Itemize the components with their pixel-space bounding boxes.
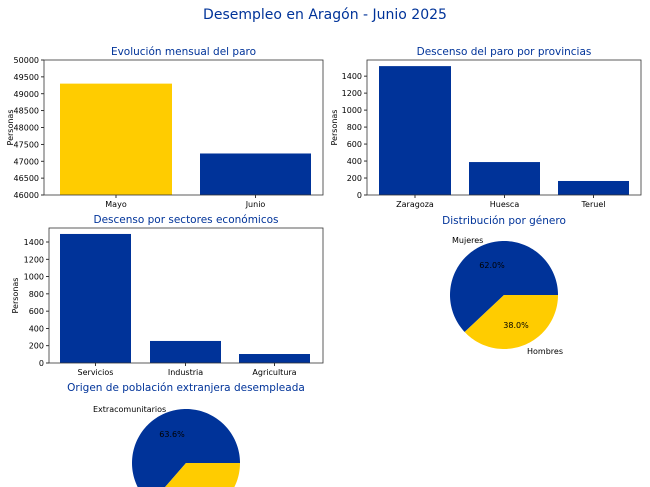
bar-huesca: [469, 162, 540, 195]
y-tick-label: 400: [29, 324, 44, 333]
y-tick-label: 50000: [14, 56, 39, 65]
y-tick-label: 400: [347, 157, 362, 166]
pie-slice: [165, 463, 240, 487]
y-tick-label: 1200: [342, 89, 362, 98]
chart-title: Origen de población extranjera desemplea…: [67, 382, 305, 394]
bar-agricultura: [239, 354, 310, 363]
axes-frame: [48, 227, 324, 364]
pie-pct-label: 62.0%: [479, 261, 505, 270]
pie-chart-1: Distribución por género Mujeres Hombres 62.…: [442, 215, 566, 356]
bar-teruel: [558, 180, 629, 195]
bar-zaragoza: [379, 66, 451, 195]
bar-servicios: [60, 233, 131, 363]
chart-title: Descenso por sectores económicos: [93, 214, 278, 226]
y-tick-label: 48000: [14, 124, 39, 133]
axes-frame: [366, 59, 642, 196]
y-tick-label: 800: [29, 290, 44, 299]
x-tick-label: Junio: [245, 200, 266, 209]
pie-pct-label: 38.0%: [503, 321, 529, 330]
y-tick-label: 1000: [24, 273, 44, 282]
pie-slice: [450, 241, 558, 332]
pie-label: Hombres: [527, 347, 563, 356]
pie-pct-label: 63.6%: [159, 430, 185, 439]
bar-chart-2: Descenso del paro por provincias Zaragoza…: [330, 46, 642, 209]
bar-junio: [200, 153, 311, 195]
pie-slice: [464, 295, 558, 349]
y-tick-label: 46500: [14, 174, 39, 183]
x-tick-label: Mayo: [105, 200, 127, 209]
y-tick-label: 200: [29, 342, 44, 351]
y-tick-label: 46000: [14, 191, 39, 200]
y-tick-label: 200: [347, 174, 362, 183]
y-tick-label: 48500: [14, 107, 39, 116]
y-tick-label: 800: [347, 123, 362, 132]
x-tick-label: Teruel: [581, 200, 606, 209]
y-tick-label: 0: [39, 359, 44, 368]
y-tick-label: 47000: [14, 157, 39, 166]
y-tick-label: 1400: [24, 238, 44, 247]
x-tick-label: Zaragoza: [396, 200, 434, 209]
y-tick-label: 1400: [342, 72, 362, 81]
bar-chart-1: Evolución mensual del paro Mayo Junio 46000…: [6, 46, 324, 209]
figure-title: Desempleo en Aragón - Junio 2025: [203, 7, 447, 23]
y-tick-label: 1000: [342, 106, 362, 115]
y-axis-label: Personas: [6, 110, 15, 146]
chart-title: Distribución por género: [442, 215, 566, 227]
y-axis-label: Personas: [330, 110, 339, 146]
x-tick-label: Agricultura: [252, 368, 296, 377]
y-tick-label: 47500: [14, 140, 39, 149]
pie-label: Extracomunitarios: [93, 405, 166, 414]
chart-title: Evolución mensual del paro: [111, 46, 256, 58]
y-tick-label: 600: [347, 140, 362, 149]
bar-mayo: [60, 83, 172, 195]
x-tick-label: Servicios: [78, 368, 114, 377]
x-tick-label: Huesca: [490, 200, 520, 209]
pie-slice: [132, 409, 240, 487]
bar-industria: [150, 340, 221, 363]
y-tick-label: 600: [29, 307, 44, 316]
y-tick-label: 49500: [14, 73, 39, 82]
bar-chart-3: Descenso por sectores económicos Servicio…: [11, 214, 324, 377]
x-tick-label: Industria: [168, 368, 203, 377]
pie-label: Mujeres: [452, 236, 483, 245]
y-tick-label: 1200: [24, 255, 44, 264]
y-tick-label: 49000: [14, 90, 39, 99]
y-axis-label: Personas: [11, 278, 20, 314]
pie-chart-2: Origen de población extranjera desemplea…: [67, 382, 305, 487]
chart-title: Descenso del paro por provincias: [417, 46, 592, 58]
axes-frame: [43, 59, 324, 196]
y-tick-label: 0: [357, 191, 362, 200]
